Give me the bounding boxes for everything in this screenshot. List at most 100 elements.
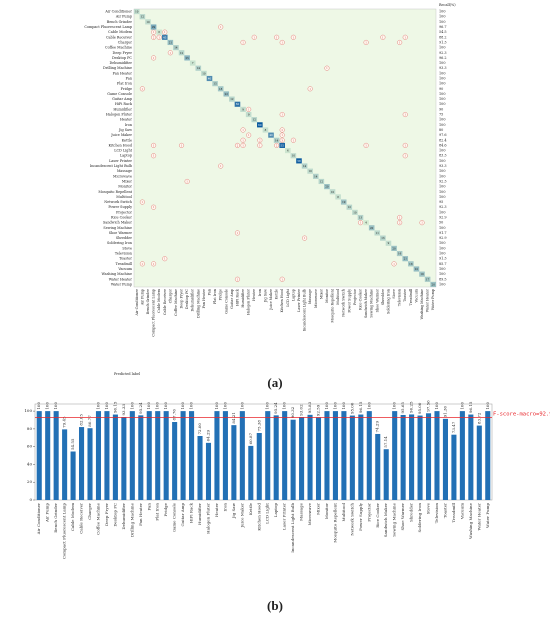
recall-value: 50 (439, 221, 443, 225)
row-label: Toaster (119, 257, 132, 261)
cell-value: 10 (309, 169, 313, 173)
x-tick-label: Massage (299, 502, 304, 521)
cell-value: 6 (158, 30, 160, 34)
bar (62, 429, 68, 500)
recall-value: 93.3 (439, 66, 447, 70)
cell-value: 50 (236, 102, 240, 106)
diagonal-cell (312, 173, 319, 179)
cell-value: 25 (185, 56, 189, 60)
off-diagonal-cell (402, 34, 408, 40)
value-label: 96.15 (468, 401, 473, 413)
cell-value: 1 (365, 40, 367, 44)
diagonal-cell (145, 19, 151, 25)
off-diagonal-cell (274, 34, 280, 40)
cell-value: 10 (135, 10, 139, 14)
cell-value: 20 (432, 282, 436, 286)
off-diagonal-cell (151, 55, 157, 61)
row-label: Shredder (116, 236, 132, 240)
cell-value: 2 (281, 128, 283, 132)
column-label: Stove (392, 289, 396, 299)
cell-value: 21 (169, 40, 173, 44)
y-tick-label: 0 (29, 497, 32, 502)
cell-value: 13 (359, 216, 363, 220)
cell-value: 1 (399, 216, 401, 220)
x-tick-label: Laptop (273, 503, 278, 518)
diagonal-cell (391, 245, 397, 251)
value-label: 95.00 (417, 402, 422, 414)
recall-value: 100 (439, 241, 445, 245)
cell-value: 1 (399, 40, 401, 44)
diagonal-cell (257, 122, 263, 128)
recall-value: 92.9 (439, 236, 447, 240)
row-label: Laser Printer (109, 159, 132, 163)
recall-value: 91.7 (439, 231, 447, 235)
x-tick-label: Shredder (409, 503, 414, 522)
off-diagonal-cell (290, 137, 296, 143)
column-label: Compact Fluorescent Lamp (152, 289, 156, 337)
bar (53, 411, 59, 500)
cell-value: 1 (365, 143, 367, 147)
x-tick-label: Power Supply (358, 502, 363, 531)
cell-value: 14 (275, 138, 279, 142)
diagonal-cell (245, 111, 252, 118)
bar (197, 436, 203, 500)
value-label: 100 (366, 402, 371, 410)
bar (383, 449, 389, 500)
column-label: Kettle (275, 289, 279, 299)
off-diagonal-cell (184, 178, 190, 184)
bar (349, 415, 355, 500)
column-label: Juice Maker (269, 289, 273, 311)
column-label: Deep Fryer (180, 289, 184, 309)
cell-value: 12 (253, 118, 257, 122)
bar (324, 411, 330, 500)
cell-value: 1 (242, 128, 244, 132)
bar (205, 442, 212, 500)
off-diagonal-cell (246, 106, 252, 112)
off-diagonal-cell (218, 24, 224, 30)
recall-value: 100 (439, 159, 445, 163)
row-label: Bench Grinder (107, 20, 133, 24)
value-label: 100 (222, 402, 227, 410)
cell-value: 8 (337, 195, 339, 199)
x-tick-label: Guitar Amp (180, 503, 185, 527)
bar (476, 425, 482, 500)
row-label: Water Heater (109, 277, 133, 281)
recall-value: 100 (439, 174, 445, 178)
row-label: Air Conditioner (104, 10, 132, 14)
row-label: Charger (118, 40, 133, 44)
diagonal-cell (223, 91, 230, 97)
recall-value: 100 (439, 272, 445, 276)
x-tick-label: Treadmill (451, 502, 456, 522)
recall-value: 100 (439, 149, 445, 153)
recall-value: 100 (439, 267, 445, 271)
bar (45, 411, 51, 500)
row-label: Deep Fryer (113, 51, 133, 55)
bar (468, 414, 474, 500)
diagonal-cell (396, 250, 403, 257)
off-diagonal-cell (402, 142, 408, 148)
column-label: Charger (168, 289, 172, 304)
row-label: Shoe Warmer (109, 231, 133, 235)
x-tick-label: Monitor (324, 503, 329, 519)
diagonal-cell (251, 117, 258, 123)
x-tick-label: Cable Receiver (79, 503, 84, 534)
bar (307, 414, 313, 500)
off-diagonal-cell (151, 34, 157, 40)
cell-value: 1 (248, 133, 250, 137)
row-label: Coffee Machine (105, 46, 132, 50)
row-label: Cable Modem (108, 30, 133, 34)
value-label: 100 (36, 402, 41, 410)
x-tick-label: Water Heater (476, 503, 481, 531)
x-tick-label: Desktop PC (112, 503, 117, 527)
off-diagonal-cell (279, 39, 285, 45)
cell-value: 22 (415, 267, 419, 271)
row-label: Mixer (122, 179, 132, 183)
off-diagonal-cell (234, 276, 240, 282)
x-tick-label: Air Pump (45, 503, 50, 523)
cell-value: 1 (164, 30, 166, 34)
off-diagonal-cell (251, 34, 257, 40)
value-label: 96.15 (358, 401, 363, 413)
off-diagonal-cell (363, 142, 369, 148)
